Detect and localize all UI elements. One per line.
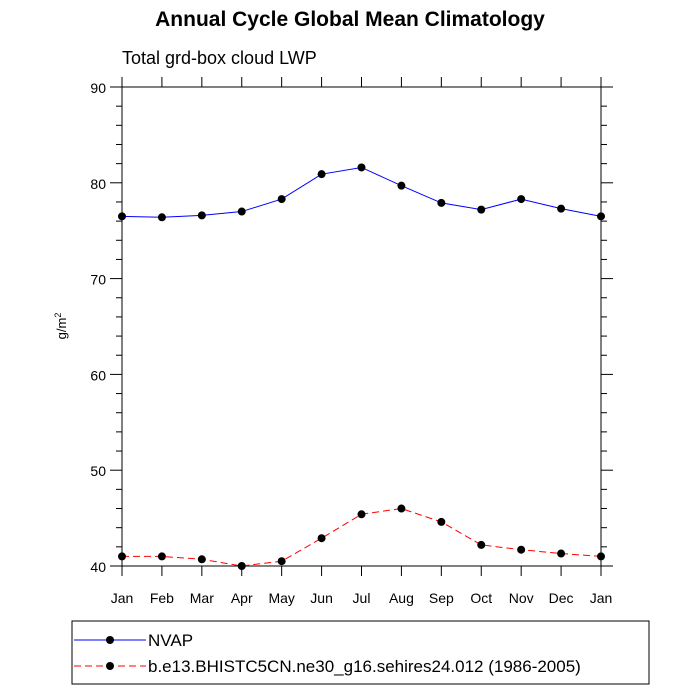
y-tick-label: 80: [90, 176, 106, 192]
legend-label-1: b.e13.BHISTC5CN.ne30_g16.sehires24.012 (…: [148, 657, 581, 676]
y-tick-label: 40: [90, 559, 106, 575]
x-tick-label: Aug: [389, 590, 414, 606]
data-point: [597, 552, 605, 561]
x-tick-label: Jan: [111, 590, 134, 606]
plot-frame: [121, 86, 602, 567]
x-tick-label: Nov: [509, 590, 534, 606]
y-axis: 40 50 60 70 80 90: [90, 80, 613, 575]
y-axis-label-superscript: 2: [53, 313, 63, 318]
x-tick-label: Feb: [150, 590, 174, 606]
x-tick-label: Jan: [590, 590, 613, 606]
x-tick-label: Oct: [470, 590, 492, 606]
data-point: [317, 170, 326, 179]
x-tick-label: May: [268, 590, 294, 606]
y-tick-label: 70: [90, 272, 106, 288]
data-point: [197, 211, 206, 220]
data-point: [517, 195, 526, 204]
legend-label-0: NVAP: [148, 631, 193, 650]
data-point: [277, 195, 286, 204]
data-point: [277, 557, 286, 566]
legend: NVAP b.e13.BHISTC5CN.ne30_g16.sehires24.0…: [71, 620, 650, 685]
series-group: [118, 163, 605, 570]
data-point: [237, 207, 246, 216]
data-point: [557, 549, 566, 558]
x-tick-label: Apr: [231, 590, 253, 606]
data-point: [157, 552, 166, 561]
data-point: [357, 510, 366, 519]
y-tick-label: 90: [90, 80, 106, 96]
data-point: [237, 562, 246, 570]
legend-marker-0: [106, 636, 114, 644]
y-tick-label: 50: [90, 463, 106, 479]
data-point: [437, 517, 446, 526]
data-point: [397, 181, 406, 190]
data-point: [477, 540, 486, 549]
series-line-0: [121, 166, 602, 218]
x-tick-label: Mar: [190, 590, 214, 606]
data-point: [477, 205, 486, 214]
data-point: [157, 213, 166, 222]
data-point: [597, 212, 605, 221]
data-point: [357, 163, 366, 172]
data-point: [118, 212, 126, 221]
x-axis: Jan Feb Mar Apr May Jun Jul Aug Sep Oct Nov Dec Jan: [111, 77, 613, 606]
chart-title: Annual Cycle Global Mean Climatology: [155, 8, 545, 31]
data-point: [437, 198, 446, 207]
data-point: [118, 552, 126, 561]
legend-box: [71, 620, 650, 685]
y-axis-label: g/m2: [53, 313, 69, 340]
legend-marker-1: [106, 662, 114, 670]
data-point: [317, 534, 326, 543]
x-tick-label: Jun: [310, 590, 333, 606]
x-tick-label: Sep: [429, 590, 454, 606]
chart-subtitle: Total grd-box cloud LWP: [122, 48, 317, 68]
data-point: [197, 555, 206, 564]
y-tick-label: 60: [90, 367, 106, 383]
data-point: [397, 504, 406, 513]
data-point: [557, 204, 566, 213]
x-tick-label: Dec: [549, 590, 574, 606]
data-point: [517, 545, 526, 554]
x-tick-label: Jul: [353, 590, 371, 606]
